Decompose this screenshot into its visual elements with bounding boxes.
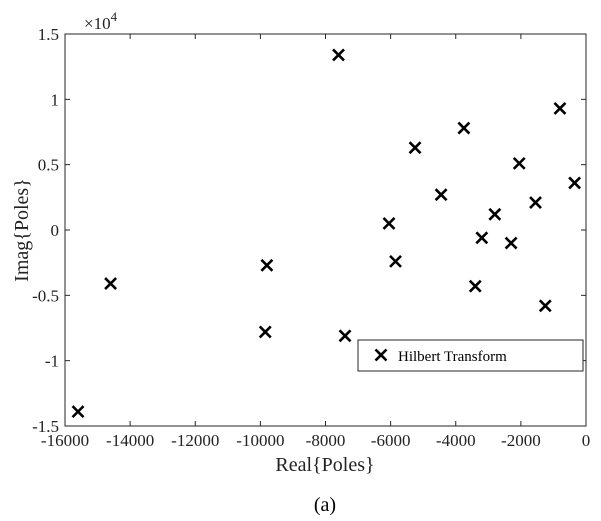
- data-point: [382, 217, 396, 230]
- data-point: [504, 236, 518, 250]
- x-tick-label: -2000: [501, 431, 541, 450]
- y-multiplier: ×104: [84, 9, 118, 33]
- x-tick-label: -16000: [41, 431, 89, 450]
- plot-frame: [64, 33, 587, 427]
- legend-marker: [374, 348, 388, 362]
- data-point: [71, 405, 85, 419]
- data-point: [475, 231, 489, 245]
- data-point: [338, 329, 352, 343]
- scatter-markers: [71, 48, 582, 419]
- x-tick-label: -10000: [236, 431, 284, 450]
- data-point: [488, 207, 502, 221]
- x-tick-label: 0: [582, 431, 591, 450]
- x-tick-label: -8000: [306, 431, 346, 450]
- data-point: [332, 48, 345, 62]
- data-point: [408, 141, 422, 155]
- x-axis-ticks: -16000 -14000 -12000 -10000 -8000 -6000 -4000 -…: [41, 34, 590, 450]
- x-tick-label: -4000: [436, 431, 476, 450]
- x-axis-title: Real{Poles}: [275, 454, 374, 476]
- data-point: [538, 299, 552, 313]
- y-tick-label: 0.5: [38, 156, 59, 175]
- x-tick-label: -12000: [171, 431, 219, 450]
- data-point: [468, 279, 482, 293]
- data-point: [434, 188, 448, 202]
- data-point: [529, 196, 542, 209]
- x-tick-label: -14000: [106, 431, 154, 450]
- data-point: [389, 254, 402, 268]
- figure-caption: (a): [314, 494, 336, 516]
- data-point: [258, 325, 272, 339]
- legend: Hilbert Transform: [357, 339, 584, 372]
- data-point: [568, 176, 582, 190]
- data-point: [512, 156, 526, 170]
- legend-box: [357, 339, 584, 372]
- data-point: [457, 121, 471, 135]
- legend-label: Hilbert Transform: [398, 349, 507, 365]
- y-axis-title: Imag{Poles}: [11, 178, 33, 282]
- y-tick-label: 1.5: [38, 25, 59, 44]
- y-tick-label: -0.5: [32, 286, 59, 305]
- data-point: [553, 102, 567, 115]
- data-point: [260, 258, 274, 272]
- y-tick-label: 1: [51, 90, 60, 109]
- y-tick-label: 0: [51, 221, 60, 240]
- x-tick-label: -6000: [371, 431, 411, 450]
- y-tick-label: -1.5: [32, 417, 59, 436]
- legend-x-marker: [374, 348, 388, 362]
- y-tick-label: -1: [45, 352, 59, 371]
- data-point: [104, 277, 118, 290]
